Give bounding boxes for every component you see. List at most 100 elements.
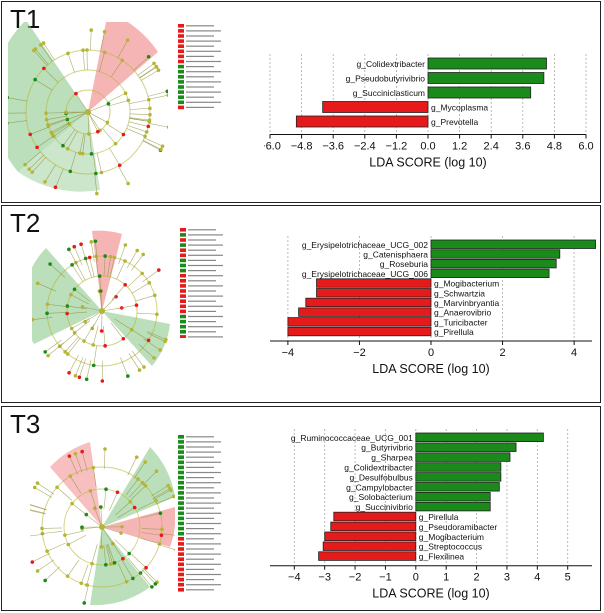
legend-text-line (186, 76, 214, 78)
bar-label: g_Ruminococcaceae_UCG_001 (291, 433, 413, 443)
lda-bar (415, 492, 491, 502)
x-tick-label: 0 (428, 347, 434, 359)
lda-bar (427, 72, 545, 84)
legend-swatch (180, 319, 186, 324)
clade-node (44, 117, 49, 122)
clade-node (45, 302, 50, 307)
clade-node (70, 263, 74, 267)
clade-node (61, 143, 65, 148)
legend-text-line (186, 548, 214, 550)
bar-label: g_Succinivibrio (356, 502, 413, 512)
legend-text-line (186, 573, 221, 576)
clade-node (8, 95, 10, 100)
x-tick-label: 2 (499, 347, 505, 359)
legend-swatch (180, 263, 186, 268)
clade-node (125, 38, 130, 42)
legend-swatch (178, 440, 184, 444)
clade-node (45, 311, 49, 316)
cladogram (30, 442, 175, 606)
clade-node (94, 254, 98, 259)
lda-bar (316, 278, 432, 288)
legend-swatch (180, 273, 186, 278)
lda-bar (430, 268, 550, 278)
x-axis-label: LDA SCORE (log 10) (372, 587, 489, 601)
cladogram (32, 230, 170, 383)
clade-node (123, 259, 127, 263)
clade-node (72, 244, 77, 249)
clade-node (46, 353, 50, 358)
clade-node (50, 132, 55, 136)
x-tick-label: 4.8 (547, 141, 562, 153)
clade-node (43, 350, 48, 354)
legend-swatch (178, 577, 184, 582)
x-tick-label: −1 (379, 572, 392, 584)
clade-node (121, 556, 125, 561)
clade-node (104, 487, 108, 492)
clade-node (140, 271, 144, 276)
clade-node (128, 499, 133, 504)
clade-node (72, 330, 77, 335)
lda-bar (330, 521, 417, 532)
cladogram-legend (180, 228, 223, 338)
legend-swatch (180, 268, 186, 273)
clade-node (66, 542, 71, 547)
legend-text-line (186, 563, 221, 565)
legend-swatch (178, 582, 184, 587)
clade-node (146, 54, 151, 59)
bar-label: g_Marvinbryantia (434, 298, 499, 308)
legend-swatch (178, 90, 184, 94)
clade-node (93, 239, 98, 244)
legend-text-line (188, 290, 216, 292)
legend-text-line (188, 249, 216, 251)
clade-node (147, 281, 152, 285)
legend-text-line (188, 295, 223, 297)
legend-text-line (186, 492, 221, 494)
clade-node (123, 243, 128, 247)
clade-node (160, 144, 165, 148)
bar-label: g_Roseburia (380, 259, 428, 269)
clade-node (124, 579, 129, 584)
bar-label: g_Campylobacter (346, 482, 413, 492)
clade-node (35, 145, 39, 150)
clade-node (123, 282, 127, 287)
clade-node (141, 252, 145, 257)
clade-node (143, 483, 148, 488)
bar-label: g_Erysipelotrichaceae_UCG_006 (302, 269, 428, 279)
clade-node (30, 560, 35, 564)
clade-node (65, 146, 70, 151)
legend-swatch (178, 24, 184, 28)
legend-text-line (186, 487, 214, 489)
legend-text-line (188, 331, 216, 333)
legend-text-line (186, 584, 221, 586)
clade-node (80, 304, 85, 309)
bar-label: g_Catenisphaera (363, 249, 428, 259)
legend-swatch (180, 335, 186, 338)
clade-node (81, 48, 85, 52)
clade-node (134, 303, 139, 308)
lda-bar (415, 462, 502, 472)
legend-text-line (188, 336, 223, 338)
clade-node (131, 576, 135, 581)
legend-text-line (186, 461, 221, 463)
legend-text-line (186, 579, 214, 581)
clade-node (35, 569, 40, 573)
clade-node (159, 147, 163, 152)
clade-node (33, 77, 37, 82)
clade-node (158, 511, 163, 516)
legend-text-line (186, 477, 214, 479)
legend-text-line (186, 589, 214, 591)
legend-swatch (178, 491, 184, 495)
clade-node (48, 262, 52, 266)
legend-swatch (180, 248, 186, 252)
bar-label: g_Desulfobulbus (349, 472, 412, 482)
panel-title: T3 (10, 409, 41, 439)
legend-swatch (180, 284, 186, 288)
legend-text-line (188, 280, 216, 282)
clade-node (63, 533, 67, 537)
clade-node (89, 28, 94, 32)
clade-node (153, 582, 158, 586)
bar-label: g_Colidextribacter (356, 59, 425, 69)
legend-text-line (186, 466, 214, 468)
clade-node (85, 48, 89, 52)
lda-bar (415, 482, 500, 492)
